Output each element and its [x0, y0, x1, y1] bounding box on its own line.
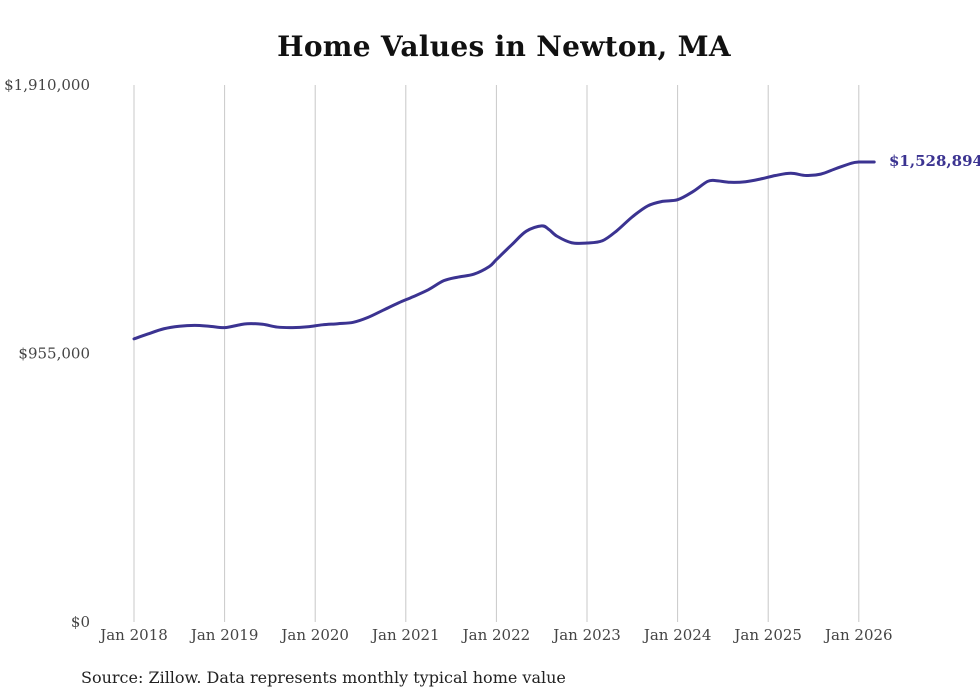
y-tick-label: $0 — [71, 613, 90, 631]
x-tick-label: Jan 2023 — [551, 626, 621, 644]
y-tick-label: $955,000 — [18, 345, 90, 363]
x-tick-label: Jan 2024 — [642, 626, 712, 644]
x-tick-label: Jan 2025 — [732, 626, 802, 644]
series-line — [132, 160, 876, 341]
y-tick-label: $1,910,000 — [4, 76, 90, 94]
annotations: $1,528,894 — [889, 152, 980, 170]
x-tick-label: Jan 2021 — [370, 626, 440, 644]
y-axis-labels: $0 $955,000 $1,910,000 — [4, 76, 90, 631]
x-tick-label: Jan 2019 — [189, 626, 259, 644]
gridlines — [133, 85, 860, 622]
x-tick-label: Jan 2026 — [823, 626, 893, 644]
x-axis-labels: Jan 2018 Jan 2019 Jan 2020 Jan 2021 Jan 2022… — [98, 626, 892, 644]
x-tick-label: Jan 2022 — [461, 626, 531, 644]
x-tick-label: Jan 2018 — [98, 626, 168, 644]
chart-source-note: Source: Zillow. Data represents monthly … — [81, 668, 566, 687]
chart-title: Home Values in Newton, MA — [277, 30, 731, 63]
x-tick-label: Jan 2020 — [279, 626, 349, 644]
series-layer — [132, 160, 876, 341]
end-value-label: $1,528,894 — [889, 152, 980, 170]
